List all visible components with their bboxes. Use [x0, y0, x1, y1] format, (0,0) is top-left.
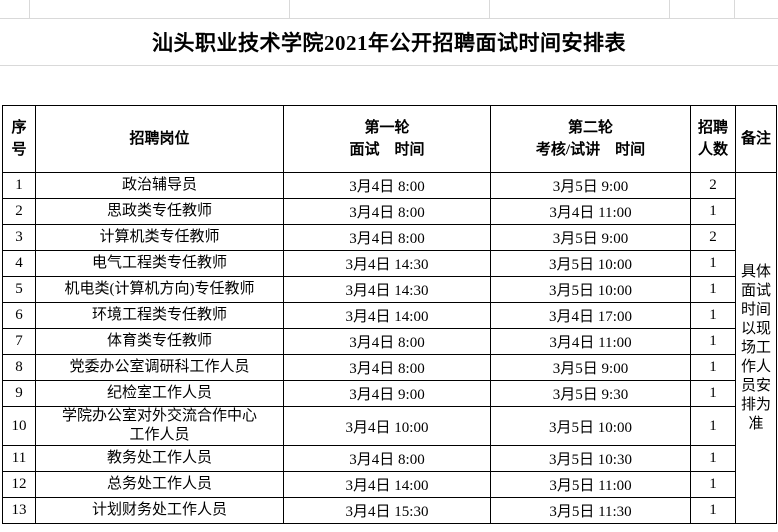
- round2-time-cell: 3月5日 9:00: [490, 224, 691, 251]
- row-index-cell: 11: [2, 445, 36, 472]
- round1-time-cell: 3月4日 8:00: [283, 198, 491, 225]
- remark-note-cell: 具体面试时间以现场工作人员安排为准: [735, 172, 777, 524]
- round1-time-cell: 3月4日 8:00: [283, 172, 491, 199]
- table-row: 7 体育类专任教师 3月4日 8:00 3月4日 11:00 1: [2, 328, 777, 355]
- round1-time-cell: 3月4日 9:00: [283, 380, 491, 407]
- table-row: 9 纪检室工作人员 3月4日 9:00 3月5日 9:30 1: [2, 380, 777, 407]
- row-index-cell: 10: [2, 406, 36, 446]
- table-row: 5 机电类(计算机方向)专任教师 3月4日 14:30 3月5日 10:00 1: [2, 276, 777, 303]
- empty-row: [0, 66, 778, 105]
- partial-grid-row: [0, 0, 778, 19]
- round1-time-cell: 3月4日 15:30: [283, 497, 491, 524]
- table-row: 8 党委办公室调研科工作人员 3月4日 8:00 3月5日 9:00 1: [2, 354, 777, 381]
- round1-time-cell: 3月4日 14:30: [283, 276, 491, 303]
- position-cell: 环境工程类专任教师: [35, 302, 284, 329]
- position-cell: 计算机类专任教师: [35, 224, 284, 251]
- headcount-cell: 1: [690, 380, 736, 407]
- headcount-header: 招聘 人数: [690, 105, 736, 173]
- headcount-cell: 2: [690, 172, 736, 199]
- round1-time-cell: 3月4日 8:00: [283, 445, 491, 472]
- round2-header: 第二轮 考核/试讲 时间: [490, 105, 691, 173]
- page-title: 汕头职业技术学院2021年公开招聘面试时间安排表: [152, 31, 626, 55]
- title-row: 汕头职业技术学院2021年公开招聘面试时间安排表: [0, 19, 778, 66]
- round2-time-cell: 3月4日 11:00: [490, 198, 691, 225]
- grid-cell: [0, 0, 30, 18]
- headcount-cell: 2: [690, 224, 736, 251]
- index-header: 序 号: [2, 105, 36, 173]
- headcount-cell: 1: [690, 471, 736, 498]
- table-row: 13 计划财务处工作人员 3月4日 15:30 3月5日 11:30 1: [2, 497, 777, 524]
- row-index-cell: 13: [2, 497, 36, 524]
- round1-time-cell: 3月4日 14:00: [283, 302, 491, 329]
- position-cell: 学院办公室对外交流合作中心 工作人员: [35, 406, 284, 446]
- grid-cell: [290, 0, 490, 18]
- headcount-cell: 1: [690, 328, 736, 355]
- headcount-cell: 1: [690, 406, 736, 446]
- row-index-cell: 8: [2, 354, 36, 381]
- row-index-cell: 5: [2, 276, 36, 303]
- row-index-cell: 6: [2, 302, 36, 329]
- header-row: 序 号 招聘岗位 第一轮 面试 时间 第二轮 考核/试讲 时间 招聘 人数 备注: [2, 105, 777, 173]
- table-row: 11 教务处工作人员 3月4日 8:00 3月5日 10:30 1: [2, 445, 777, 472]
- round2-time-cell: 3月5日 11:30: [490, 497, 691, 524]
- table-row: 4 电气工程类专任教师 3月4日 14:30 3月5日 10:00 1: [2, 250, 777, 277]
- round1-time-cell: 3月4日 14:00: [283, 471, 491, 498]
- table-row: 10 学院办公室对外交流合作中心 工作人员 3月4日 10:00 3月5日 10:00…: [2, 406, 777, 446]
- remark-header: 备注: [735, 105, 777, 173]
- table-row: 2 思政类专任教师 3月4日 8:00 3月4日 11:00 1: [2, 198, 777, 225]
- headcount-cell: 1: [690, 250, 736, 277]
- round1-time-cell: 3月4日 10:00: [283, 406, 491, 446]
- round2-time-cell: 3月5日 10:00: [490, 250, 691, 277]
- position-cell: 电气工程类专任教师: [35, 250, 284, 277]
- round2-time-cell: 3月5日 9:00: [490, 354, 691, 381]
- round2-time-cell: 3月4日 11:00: [490, 328, 691, 355]
- headcount-cell: 1: [690, 497, 736, 524]
- round2-time-cell: 3月5日 10:30: [490, 445, 691, 472]
- schedule-table: 序 号 招聘岗位 第一轮 面试 时间 第二轮 考核/试讲 时间 招聘 人数 备注…: [2, 105, 777, 524]
- round2-time-cell: 3月5日 9:30: [490, 380, 691, 407]
- position-cell: 总务处工作人员: [35, 471, 284, 498]
- grid-cell: [30, 0, 290, 18]
- round1-time-cell: 3月4日 14:30: [283, 250, 491, 277]
- position-cell: 体育类专任教师: [35, 328, 284, 355]
- round2-time-cell: 3月5日 9:00: [490, 172, 691, 199]
- row-index-cell: 2: [2, 198, 36, 225]
- position-cell: 教务处工作人员: [35, 445, 284, 472]
- position-cell: 机电类(计算机方向)专任教师: [35, 276, 284, 303]
- round2-time-cell: 3月5日 10:00: [490, 276, 691, 303]
- headcount-cell: 1: [690, 276, 736, 303]
- headcount-cell: 1: [690, 445, 736, 472]
- table-row: 12 总务处工作人员 3月4日 14:00 3月5日 11:00 1: [2, 471, 777, 498]
- row-index-cell: 9: [2, 380, 36, 407]
- headcount-cell: 1: [690, 302, 736, 329]
- round2-time-cell: 3月5日 10:00: [490, 406, 691, 446]
- headcount-cell: 1: [690, 198, 736, 225]
- position-cell: 计划财务处工作人员: [35, 497, 284, 524]
- table-row: 1 政治辅导员 3月4日 8:00 3月5日 9:00 2 具体面试时间以现场工作人员安排…: [2, 172, 777, 524]
- row-index-cell: 3: [2, 224, 36, 251]
- row-index-cell: 7: [2, 328, 36, 355]
- position-cell: 思政类专任教师: [35, 198, 284, 225]
- grid-cell: [490, 0, 670, 18]
- round1-header: 第一轮 面试 时间: [283, 105, 491, 173]
- row-index-cell: 4: [2, 250, 36, 277]
- position-cell: 纪检室工作人员: [35, 380, 284, 407]
- round2-time-cell: 3月5日 11:00: [490, 471, 691, 498]
- row-index-cell: 1: [2, 172, 36, 199]
- position-header: 招聘岗位: [35, 105, 284, 173]
- round1-time-cell: 3月4日 8:00: [283, 354, 491, 381]
- grid-cell: [735, 0, 778, 18]
- position-cell: 党委办公室调研科工作人员: [35, 354, 284, 381]
- table-row: 6 环境工程类专任教师 3月4日 14:00 3月4日 17:00 1: [2, 302, 777, 329]
- table-row: 3 计算机类专任教师 3月4日 8:00 3月5日 9:00 2: [2, 224, 777, 251]
- position-cell: 政治辅导员: [35, 172, 284, 199]
- round2-time-cell: 3月4日 17:00: [490, 302, 691, 329]
- headcount-cell: 1: [690, 354, 736, 381]
- grid-cell: [670, 0, 735, 18]
- round1-time-cell: 3月4日 8:00: [283, 224, 491, 251]
- row-index-cell: 12: [2, 471, 36, 498]
- round1-time-cell: 3月4日 8:00: [283, 328, 491, 355]
